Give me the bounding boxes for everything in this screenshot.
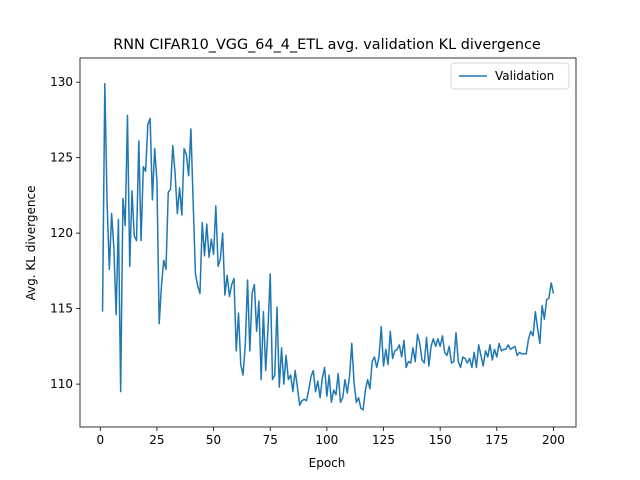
chart-title: RNN CIFAR10_VGG_64_4_ETL avg. validation… [113,37,541,53]
x-tick-label: 125 [372,433,395,447]
y-tick-label: 130 [50,75,73,89]
y-axis-label: Avg. KL divergence [24,186,38,301]
legend-box [450,62,570,90]
x-tick-label: 25 [149,433,164,447]
y-tick-label: 115 [50,302,73,316]
x-tick-label: 0 [96,433,104,447]
data-line [101,82,555,411]
x-tick-label: 100 [315,433,338,447]
x-tick-label: 75 [263,433,278,447]
x-axis-label: Epoch [309,456,346,470]
x-tick-label: 175 [485,433,508,447]
legend-label: Validation [495,69,554,83]
x-tick-label: 200 [542,433,565,447]
plot-frame [79,57,577,428]
y-tick-label: 120 [50,226,73,240]
x-tick-label: 150 [429,433,452,447]
y-tick-label: 125 [50,151,73,165]
y-tick-label: 110 [50,377,73,391]
x-tick-label: 50 [206,433,221,447]
